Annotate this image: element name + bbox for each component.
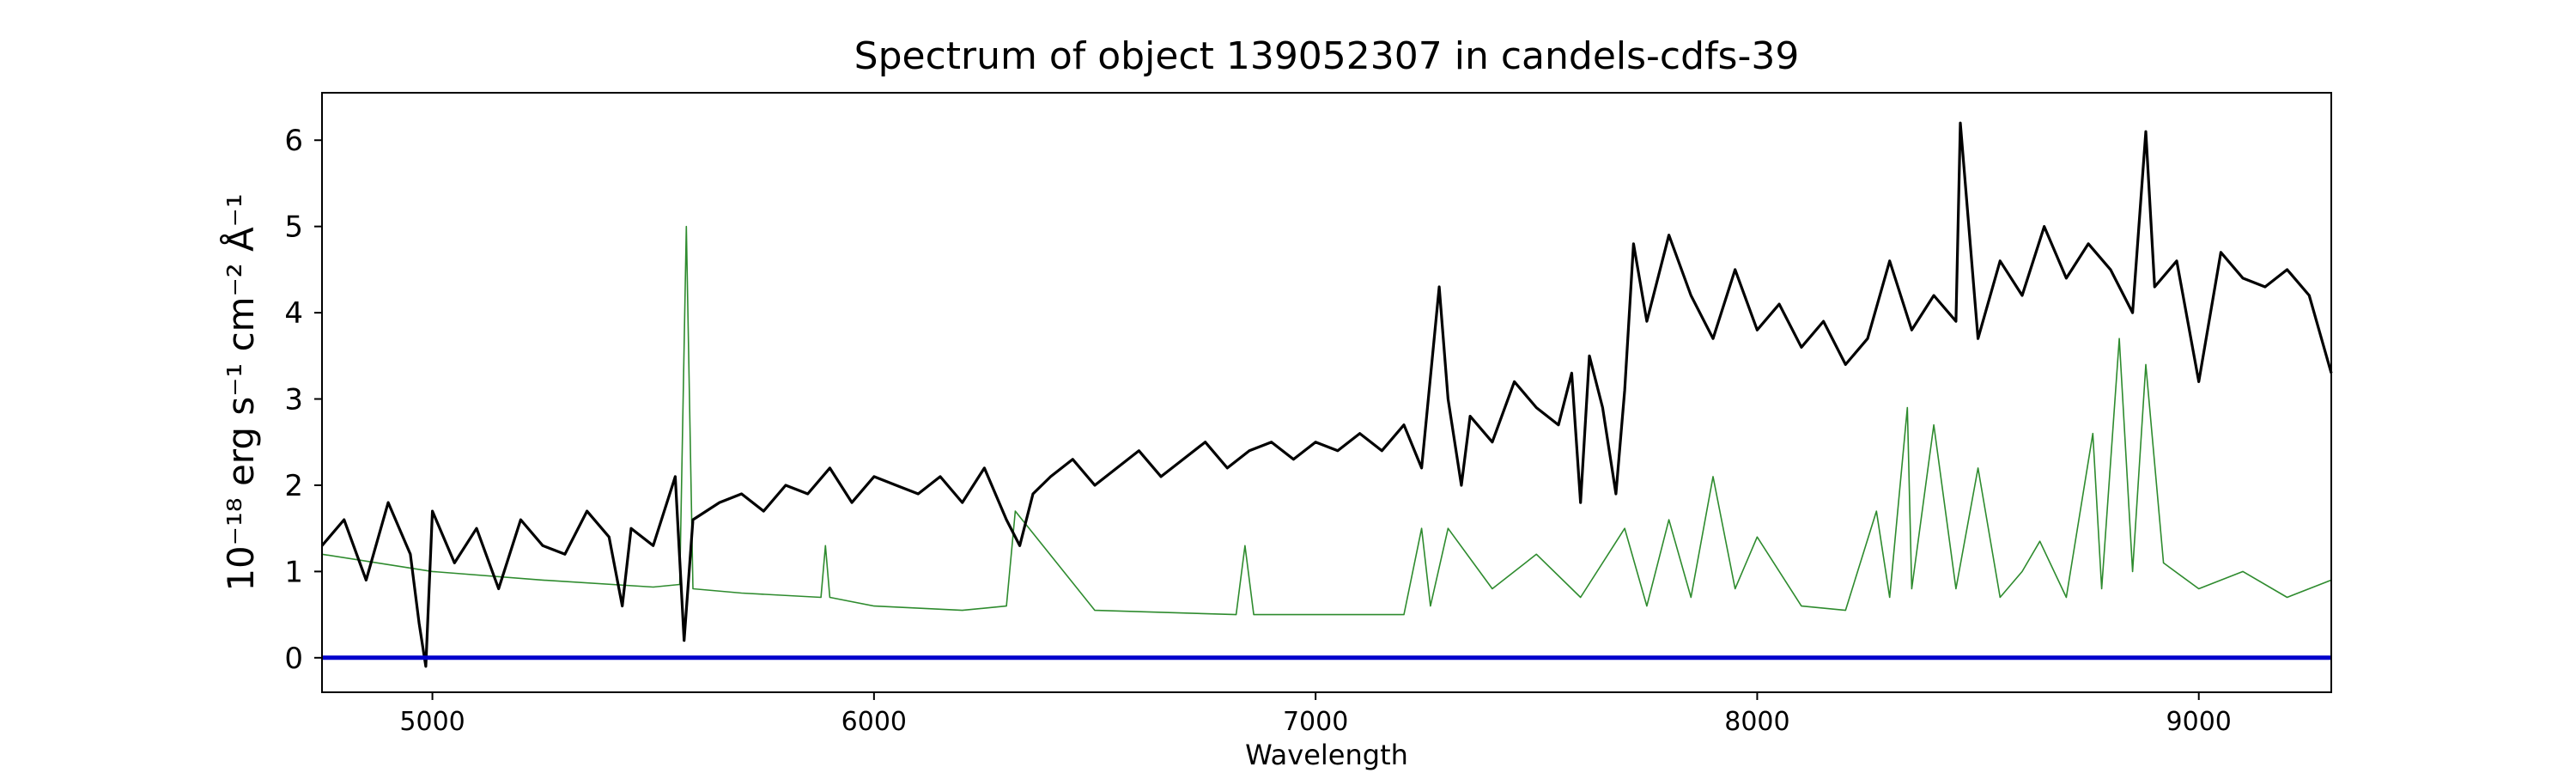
x-tick-label: 9000 — [2166, 707, 2232, 737]
chart-title: Spectrum of object 139052307 in candels-… — [854, 34, 1800, 78]
y-tick-label: 4 — [284, 296, 303, 331]
x-axis-label: Wavelength — [1245, 739, 1408, 771]
x-tick-label: 7000 — [1283, 707, 1348, 737]
x-tick-label: 5000 — [399, 707, 465, 737]
y-tick-label: 6 — [284, 124, 303, 158]
y-axis-label: 10⁻¹⁸ erg s⁻¹ cm⁻² Å⁻¹ — [219, 193, 262, 591]
y-tick-label: 1 — [284, 555, 303, 589]
plot-area: 5000 6000 7000 8000 9000 0 1 2 3 4 5 6 — [284, 92, 2333, 737]
y-tick-label: 5 — [284, 210, 303, 245]
y-tick-label: 0 — [284, 642, 303, 676]
observed-flux-line — [320, 121, 2333, 668]
y-tick-label: 2 — [284, 469, 303, 503]
sky-model-line — [321, 225, 2332, 616]
plot-frame — [321, 92, 2332, 693]
x-tick-label: 6000 — [841, 707, 907, 737]
y-tick-label: 3 — [284, 383, 303, 417]
x-tick-label: 8000 — [1724, 707, 1789, 737]
